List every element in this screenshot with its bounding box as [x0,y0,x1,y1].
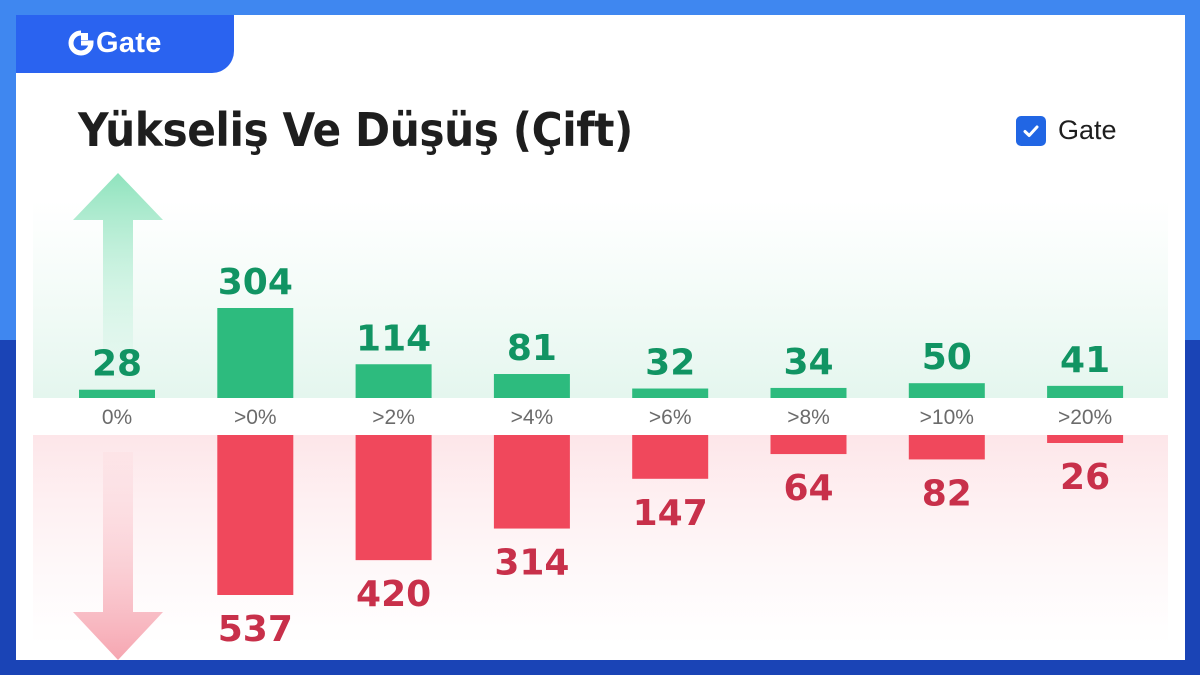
category-label: 0% [102,406,132,429]
logo-tab: Gate [16,15,234,73]
bar-down [632,435,709,479]
value-label-down: 314 [494,543,569,584]
arrow-up-icon [73,173,163,378]
category-label: >10% [920,406,974,429]
brand-name: Gate [96,26,162,59]
bar-up [79,389,155,398]
bar-up [217,308,294,398]
value-label-down: 147 [633,493,708,534]
value-label-down: 82 [922,473,972,514]
legend-label: Gate [1058,115,1117,145]
bar-up [770,387,847,398]
value-label-up: 28 [92,344,142,385]
bar-down [1047,435,1124,443]
value-label-up: 81 [507,328,557,369]
bar-down [908,435,985,460]
category-label: >4% [511,406,554,429]
value-label-down: 26 [1060,457,1110,498]
legend[interactable]: Gate [1016,115,1117,146]
positive-band [33,200,1168,398]
bar-down [770,435,847,455]
bar-down [217,435,294,595]
category-label: >0% [234,406,277,429]
bar-down [493,435,570,529]
value-label-up: 41 [1060,340,1110,381]
value-label-up: 50 [922,337,972,378]
value-label-up: 114 [356,318,431,359]
brand-logo: Gate [68,23,162,63]
category-label: >2% [372,406,415,429]
checkmark-icon [1023,125,1039,137]
bar-up [355,364,432,398]
value-label-down: 537 [218,609,293,650]
bar-up [908,383,985,398]
category-label: >20% [1058,406,1112,429]
category-label: >6% [649,406,692,429]
value-label-down: 420 [356,574,431,615]
arrow-down-icon [73,452,163,660]
category-label: >8% [787,406,830,429]
bar-down [355,435,432,561]
negative-band [33,435,1168,645]
value-label-up: 304 [218,262,293,303]
legend-checkbox[interactable] [1016,115,1046,146]
value-label-down: 64 [783,468,833,509]
gate-logo-icon [68,30,94,56]
value-label-up: 34 [783,342,833,383]
bar-up [632,388,709,398]
chart-title: Yükseliş Ve Düşüş (Çift) [78,103,633,157]
value-label-up: 32 [645,343,695,384]
bar-up [493,374,570,398]
bar-up [1047,385,1124,398]
